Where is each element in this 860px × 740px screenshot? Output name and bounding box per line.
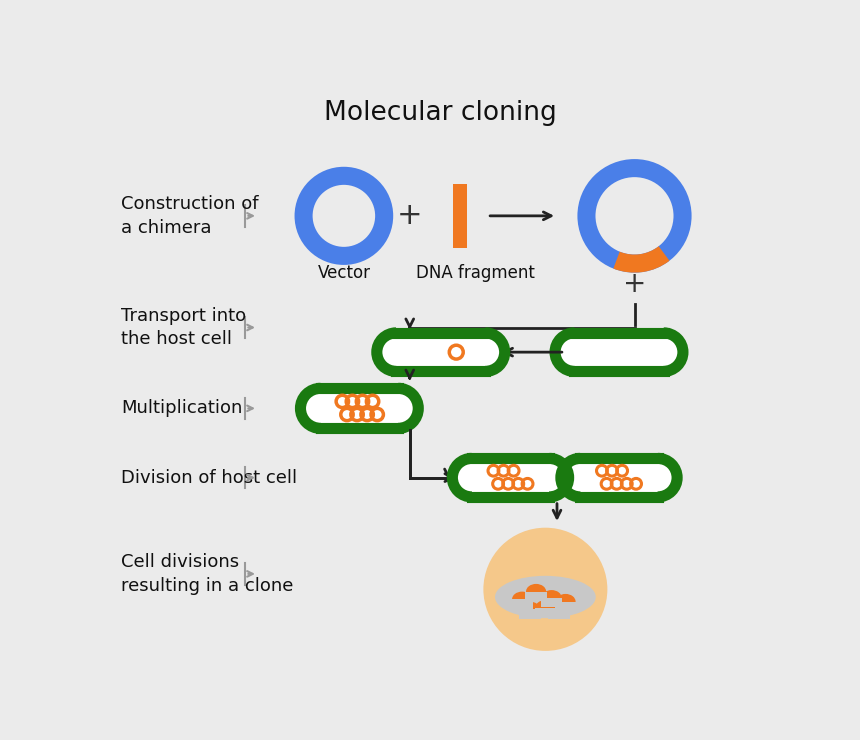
Ellipse shape [556, 594, 575, 609]
Ellipse shape [519, 602, 540, 617]
Text: Cell divisions
resulting in a clone: Cell divisions resulting in a clone [121, 553, 294, 595]
Ellipse shape [452, 458, 491, 497]
Bar [396, 333, 485, 371]
Ellipse shape [542, 590, 562, 605]
Ellipse shape [561, 458, 599, 497]
Bar [580, 458, 658, 497]
Ellipse shape [638, 458, 677, 497]
Text: Molecular cloning: Molecular cloning [324, 101, 557, 127]
Circle shape [483, 528, 607, 651]
Bar [321, 388, 398, 428]
Ellipse shape [526, 584, 546, 599]
Bar [512, 599, 533, 608]
Bar [549, 609, 570, 619]
Text: Vector: Vector [317, 264, 371, 282]
Text: Multiplication: Multiplication [121, 400, 243, 417]
Text: DNA fragment: DNA fragment [416, 264, 535, 282]
Text: Construction of
a chimera: Construction of a chimera [121, 195, 259, 237]
Ellipse shape [300, 388, 341, 428]
Bar [574, 333, 664, 371]
Ellipse shape [530, 458, 568, 497]
Bar [453, 184, 467, 248]
Ellipse shape [378, 388, 418, 428]
Bar [535, 608, 556, 617]
Ellipse shape [555, 333, 593, 371]
Text: +: + [623, 269, 646, 297]
Bar [525, 591, 547, 601]
Text: Transport into
the host cell: Transport into the host cell [121, 306, 247, 349]
Ellipse shape [535, 600, 556, 616]
Bar [541, 598, 562, 607]
Text: +: + [397, 201, 422, 230]
Ellipse shape [512, 591, 532, 607]
Bar [519, 609, 541, 619]
Bar [472, 458, 550, 497]
Ellipse shape [377, 333, 415, 371]
Text: Division of host cell: Division of host cell [121, 468, 298, 487]
Ellipse shape [495, 576, 596, 618]
Ellipse shape [466, 333, 505, 371]
Ellipse shape [644, 333, 683, 371]
Ellipse shape [550, 602, 569, 617]
Bar [555, 602, 576, 610]
